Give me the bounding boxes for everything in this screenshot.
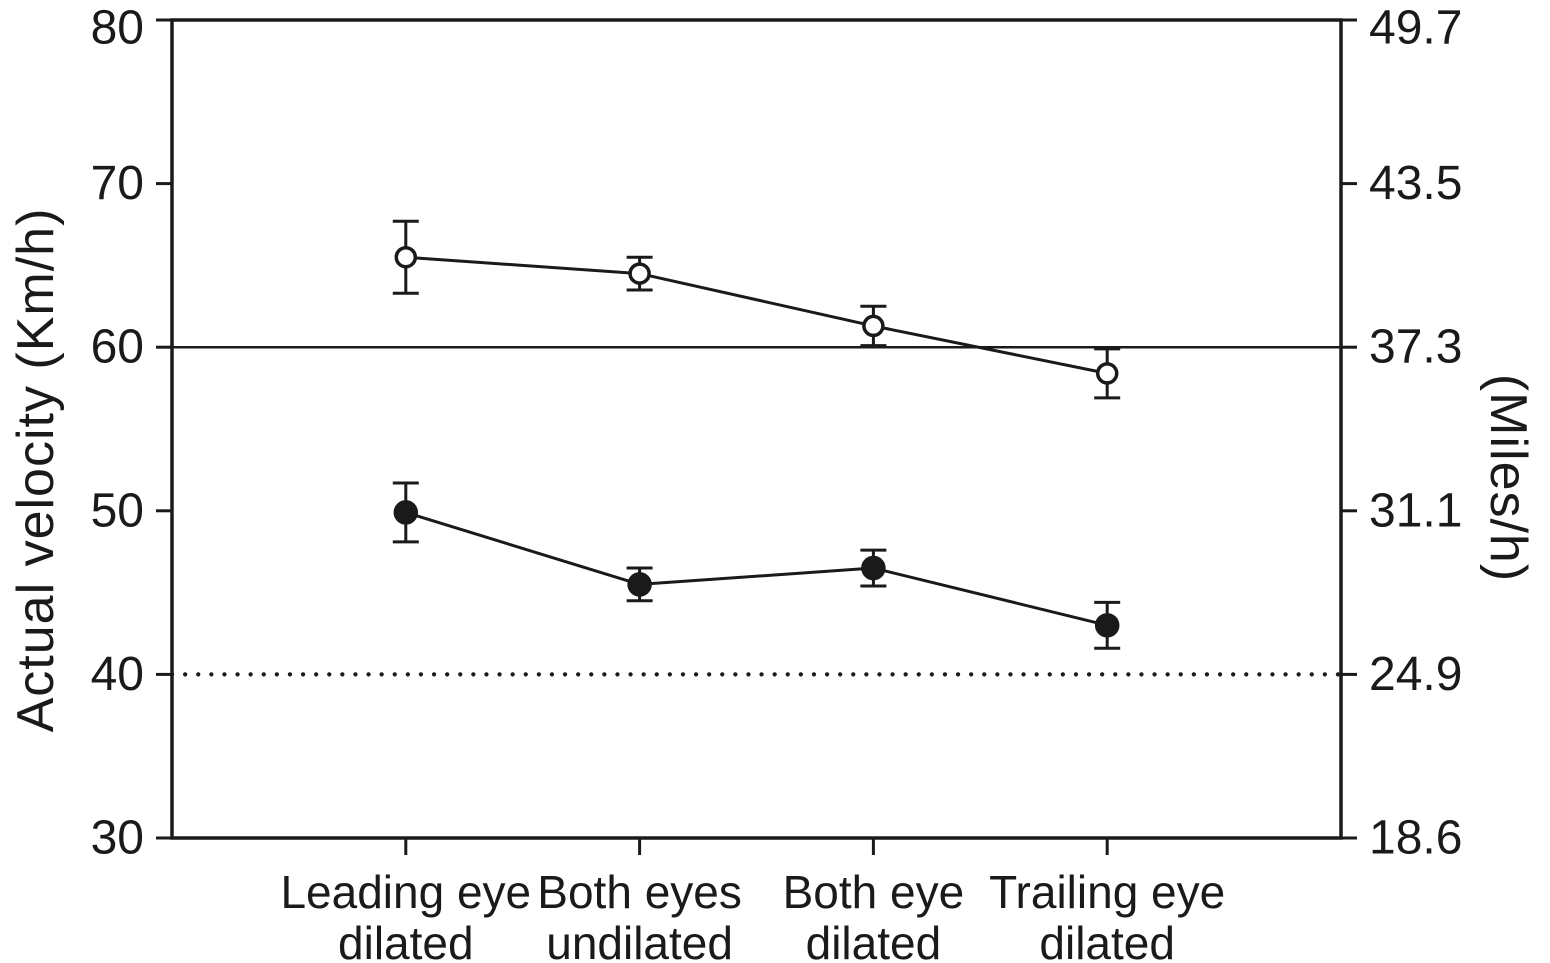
data-point-filled-circle <box>393 500 419 525</box>
y-axis-left-tick-label: 50 <box>91 484 144 537</box>
plot-frame <box>170 18 1343 840</box>
y-axis-right-tick-label: 31.1 <box>1369 484 1462 537</box>
y-axis-left-tick-label: 30 <box>91 812 144 865</box>
y-axis-left-title: Actual velocity (Km/h) <box>7 207 65 733</box>
x-axis-label: Both eyes undilated <box>537 866 742 963</box>
data-point-open-circle <box>628 262 651 285</box>
y-axis-left-tick-label: 60 <box>91 321 144 374</box>
series-filled-circle <box>392 481 1121 650</box>
series-line <box>405 255 1108 375</box>
y-axis-right-title: (Miles/h) <box>1479 373 1537 583</box>
y-axis-right-tick-label: 18.6 <box>1369 812 1462 865</box>
y-axis-left-tick-label: 40 <box>91 648 144 701</box>
y-axis-left-tick-label: 70 <box>91 157 144 210</box>
series-open-circle <box>392 219 1121 400</box>
y-axis-left-tick-label: 80 <box>91 2 144 55</box>
data-point-filled-circle <box>861 555 886 581</box>
data-point-open-circle <box>862 314 885 338</box>
data-point-filled-circle <box>627 572 652 597</box>
y-axis-right-tick-label: 43.5 <box>1369 157 1462 210</box>
x-axis-label: Both eye dilated <box>783 866 965 963</box>
data-point-open-circle <box>394 245 418 269</box>
x-axis-label: Leading eye dilated <box>280 866 531 963</box>
y-axis-right-tick-label: 49.7 <box>1369 2 1462 55</box>
series-line <box>405 511 1108 627</box>
x-axis-label: Trailing eye dilated <box>989 866 1225 963</box>
y-axis-right-tick-label: 37.3 <box>1369 321 1462 374</box>
data-point-filled-circle <box>1094 613 1120 638</box>
y-axis-right-tick-label: 24.9 <box>1369 648 1462 701</box>
data-point-open-circle <box>1095 362 1119 385</box>
